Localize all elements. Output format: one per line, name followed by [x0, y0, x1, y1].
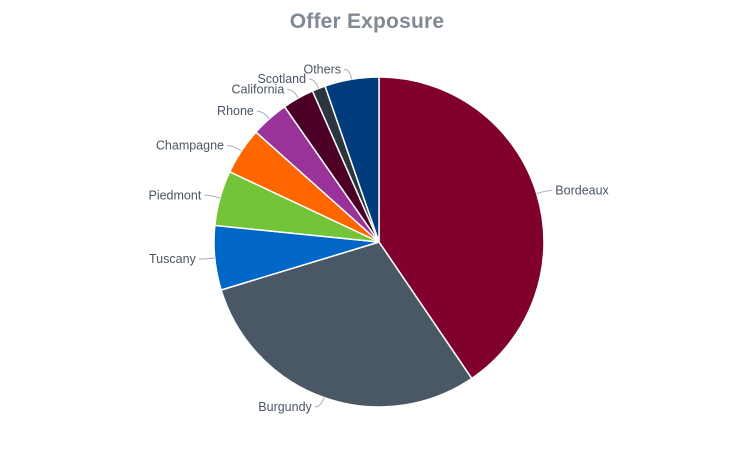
leader-line-others	[343, 68, 353, 80]
leader-line-california	[287, 88, 299, 99]
leader-line-tuscany	[198, 257, 215, 260]
pie-slice-burgundy[interactable]	[220, 241, 473, 408]
pie-label-rhone: Rhone	[217, 104, 254, 118]
pie-label-others: Others	[303, 62, 341, 76]
leader-line-burgundy	[314, 397, 325, 408]
chart-title: Offer Exposure	[289, 10, 445, 33]
pie-label-burgundy: Burgundy	[258, 400, 312, 414]
leader-line-champagne	[226, 145, 242, 152]
pie-label-piedmont: Piedmont	[148, 188, 201, 202]
pie-labels: Bordeaux Burgundy Tuscany Piedmont Champagne…	[148, 62, 609, 414]
leader-line-bordeaux	[536, 190, 553, 194]
leader-line-piedmont	[204, 194, 221, 199]
pie-label-tuscany: Tuscany	[149, 252, 197, 266]
pie-slices	[213, 76, 545, 408]
pie-label-champagne: Champagne	[156, 139, 224, 153]
leader-line-rhone	[256, 110, 270, 119]
pie-label-california: California	[231, 82, 284, 96]
pie-label-bordeaux: Bordeaux	[555, 184, 609, 198]
pie-label-scotland: Scotland	[257, 72, 306, 86]
leader-line-scotland	[309, 78, 320, 89]
